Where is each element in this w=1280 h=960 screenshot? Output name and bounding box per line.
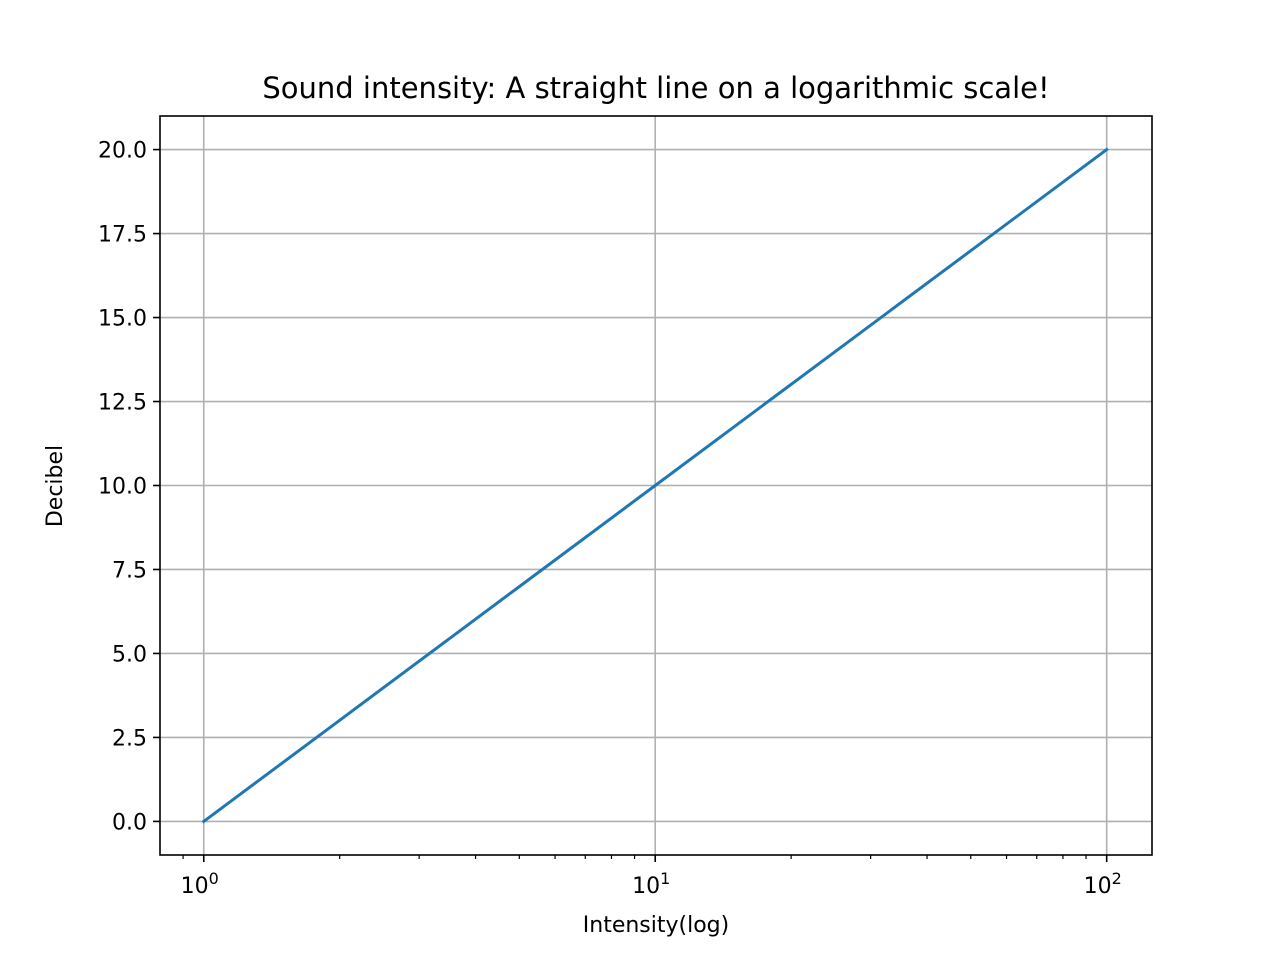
y-tick-label: 15.0 xyxy=(98,307,147,332)
y-tick-label: 12.5 xyxy=(98,391,147,416)
x-axis-label: Intensity(log) xyxy=(583,913,729,938)
y-axis-ticks: 0.0 2.5 5.0 7.5 10.0 12.5 15.0 17.5 20.0 xyxy=(98,139,160,835)
y-tick-label: 10.0 xyxy=(98,475,147,500)
chart-title: Sound intensity: A straight line on a lo… xyxy=(262,71,1049,105)
x-tick-label: 101 xyxy=(632,869,670,899)
x-tick-label: 100 xyxy=(181,869,219,899)
y-tick-label: 0.0 xyxy=(112,810,147,835)
y-tick-label: 7.5 xyxy=(112,558,147,583)
y-tick-label: 2.5 xyxy=(112,726,147,751)
y-axis-label: Decibel xyxy=(43,445,68,527)
y-tick-label: 5.0 xyxy=(112,642,147,667)
y-tick-label: 17.5 xyxy=(98,223,147,248)
grid-lines xyxy=(160,116,1152,855)
series-layer xyxy=(201,147,1109,824)
y-tick-label: 20.0 xyxy=(98,139,147,164)
x-axis-ticks: 100 101 102 xyxy=(181,855,1122,899)
series-line xyxy=(201,147,1109,824)
x-tick-label: 102 xyxy=(1084,869,1122,899)
